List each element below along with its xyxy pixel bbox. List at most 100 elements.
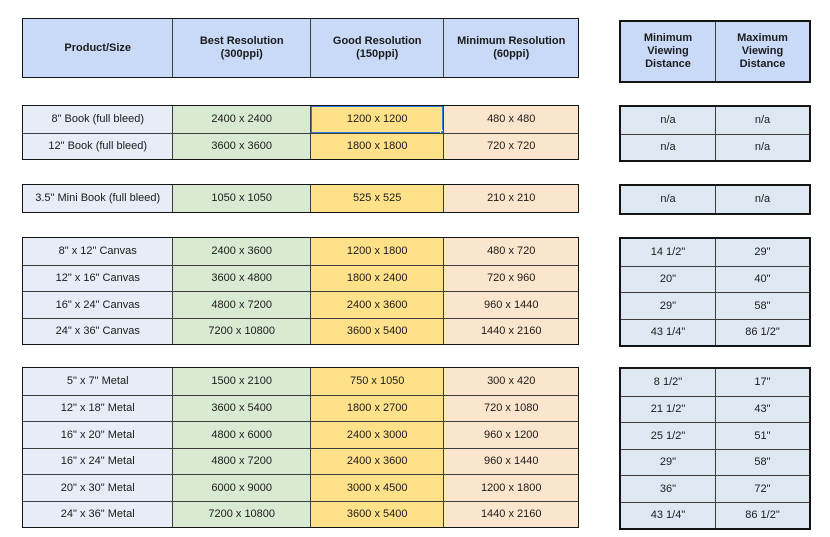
product-size-cell[interactable]: 12" x 18" Metal — [23, 395, 173, 421]
good-resolution-cell[interactable]: 1200 x 1200 — [309, 106, 444, 133]
good-resolution-cell[interactable]: 1800 x 2400 — [309, 265, 444, 291]
best-resolution-cell[interactable]: 3600 x 3600 — [172, 133, 310, 159]
header-cell-minimum-resolution[interactable]: Minimum Resolution (60ppi) — [443, 19, 578, 77]
product-size-cell[interactable]: 20" x 30" Metal — [23, 475, 173, 501]
maximum-viewing-distance-cell[interactable]: n/a — [714, 134, 809, 160]
product-size-cell[interactable]: 3.5" Mini Book (full bleed) — [23, 185, 173, 212]
minimum-viewing-distance-cell[interactable]: 43 1/4" — [621, 319, 715, 345]
minimum-resolution-cell[interactable]: 720 x 720 — [443, 133, 578, 159]
best-resolution-cell[interactable]: 3600 x 4800 — [172, 265, 310, 291]
resolution-table-header: Product/Size Best Resolution (300ppi) Go… — [22, 18, 579, 78]
maximum-viewing-distance-cell[interactable]: 58" — [714, 449, 809, 475]
maximum-viewing-distance-cell[interactable]: 58" — [714, 293, 809, 319]
minimum-viewing-distance-cell[interactable]: 36" — [621, 476, 715, 502]
best-resolution-cell[interactable]: 3600 x 5400 — [172, 395, 310, 421]
header-label: Maximum Viewing Distance — [737, 32, 788, 70]
good-resolution-cell[interactable]: 1200 x 1800 — [309, 238, 444, 265]
minimum-resolution-cell[interactable]: 720 x 1080 — [443, 395, 578, 421]
minimum-viewing-distance-cell[interactable]: 29" — [621, 449, 715, 475]
minimum-viewing-distance-cell[interactable]: 8 1/2" — [621, 369, 715, 396]
product-size-cell[interactable]: 16" x 24" Metal — [23, 448, 173, 474]
minimum-resolution-cell[interactable]: 1200 x 1800 — [443, 475, 578, 501]
maximum-viewing-distance-cell[interactable]: 51" — [714, 423, 809, 449]
viewing-distance-row: 14 1/2" 29" — [621, 239, 809, 266]
fill-handle[interactable] — [440, 129, 444, 133]
best-resolution-cell[interactable]: 4800 x 7200 — [172, 292, 310, 318]
viewing-distance-group-3: 8 1/2" 17" 21 1/2" 43" 25 1/2" 51" 29" 5… — [619, 367, 811, 530]
maximum-viewing-distance-cell[interactable]: n/a — [714, 186, 809, 213]
good-resolution-cell[interactable]: 3000 x 4500 — [309, 475, 444, 501]
table-row: 3.5" Mini Book (full bleed) 1050 x 1050 … — [23, 185, 578, 212]
viewing-distance-row: 43 1/4" 86 1/2" — [621, 501, 809, 528]
minimum-viewing-distance-cell[interactable]: n/a — [621, 107, 715, 134]
maximum-viewing-distance-cell[interactable]: 17" — [714, 369, 809, 396]
best-resolution-cell[interactable]: 2400 x 3600 — [172, 238, 310, 265]
good-resolution-cell[interactable]: 3600 x 5400 — [309, 501, 444, 527]
good-resolution-cell[interactable]: 1800 x 2700 — [309, 395, 444, 421]
good-resolution-cell[interactable]: 1800 x 1800 — [309, 133, 444, 159]
product-size-cell[interactable]: 12" x 16" Canvas — [23, 265, 173, 291]
minimum-viewing-distance-cell[interactable]: 21 1/2" — [621, 396, 715, 422]
viewing-distance-row: n/a n/a — [621, 107, 809, 134]
minimum-viewing-distance-cell[interactable]: n/a — [621, 186, 715, 213]
header-label: Minimum Viewing Distance — [643, 32, 693, 70]
minimum-resolution-cell[interactable]: 1440 x 2160 — [443, 501, 578, 527]
best-resolution-cell[interactable]: 7200 x 10800 — [172, 318, 310, 344]
maximum-viewing-distance-cell[interactable]: 86 1/2" — [714, 502, 809, 528]
minimum-viewing-distance-cell[interactable]: 14 1/2" — [621, 239, 715, 266]
best-resolution-cell[interactable]: 2400 x 2400 — [172, 106, 310, 133]
header-label: Best Resolution — [199, 35, 284, 47]
header-label: Product/Size — [64, 41, 132, 54]
good-resolution-cell[interactable]: 525 x 525 — [309, 185, 444, 212]
maximum-viewing-distance-cell[interactable]: 29" — [714, 239, 809, 266]
best-resolution-cell[interactable]: 7200 x 10800 — [172, 501, 310, 527]
product-size-cell[interactable]: 24" x 36" Metal — [23, 501, 173, 527]
minimum-viewing-distance-cell[interactable]: 25 1/2" — [621, 423, 715, 449]
maximum-viewing-distance-cell[interactable]: n/a — [714, 107, 809, 134]
minimum-resolution-cell[interactable]: 300 x 420 — [443, 368, 578, 395]
best-resolution-cell[interactable]: 1500 x 2100 — [172, 368, 310, 395]
header-cell-best-resolution[interactable]: Best Resolution (300ppi) — [172, 19, 310, 77]
product-size-cell[interactable]: 24" x 36" Canvas — [23, 318, 173, 344]
product-size-cell[interactable]: 16" x 20" Metal — [23, 422, 173, 448]
product-size-cell[interactable]: 16" x 24" Canvas — [23, 292, 173, 318]
minimum-viewing-distance-cell[interactable]: 43 1/4" — [621, 502, 715, 528]
header-cell-maximum-viewing-distance[interactable]: Maximum Viewing Distance — [714, 22, 809, 81]
maximum-viewing-distance-cell[interactable]: 86 1/2" — [714, 319, 809, 345]
best-resolution-cell[interactable]: 4800 x 7200 — [172, 448, 310, 474]
maximum-viewing-distance-cell[interactable]: 72" — [714, 476, 809, 502]
product-size-cell[interactable]: 12" Book (full bleed) — [23, 133, 173, 159]
header-cell-minimum-viewing-distance[interactable]: Minimum Viewing Distance — [621, 22, 715, 81]
minimum-resolution-cell[interactable]: 960 x 1200 — [443, 422, 578, 448]
header-sublabel: (300ppi) — [220, 48, 263, 60]
minimum-resolution-cell[interactable]: 210 x 210 — [443, 185, 578, 212]
viewing-distance-row: 21 1/2" 43" — [621, 395, 809, 422]
minimum-resolution-cell[interactable]: 480 x 720 — [443, 238, 578, 265]
best-resolution-cell[interactable]: 4800 x 6000 — [172, 422, 310, 448]
good-resolution-cell[interactable]: 2400 x 3600 — [309, 448, 444, 474]
minimum-viewing-distance-cell[interactable]: n/a — [621, 134, 715, 160]
header-sublabel: (60ppi) — [493, 48, 530, 60]
minimum-viewing-distance-cell[interactable]: 20" — [621, 266, 715, 292]
minimum-resolution-cell[interactable]: 960 x 1440 — [443, 292, 578, 318]
minimum-viewing-distance-cell[interactable]: 29" — [621, 293, 715, 319]
product-size-cell[interactable]: 5" x 7" Metal — [23, 368, 173, 395]
table-row: 8" Book (full bleed) 2400 x 2400 1200 x … — [23, 106, 578, 133]
header-cell-good-resolution[interactable]: Good Resolution (150ppi) — [309, 19, 444, 77]
minimum-resolution-cell[interactable]: 480 x 480 — [443, 106, 578, 133]
best-resolution-cell[interactable]: 1050 x 1050 — [172, 185, 310, 212]
maximum-viewing-distance-cell[interactable]: 43" — [714, 396, 809, 422]
header-sublabel: (150ppi) — [356, 48, 399, 60]
good-resolution-cell[interactable]: 750 x 1050 — [309, 368, 444, 395]
minimum-resolution-cell[interactable]: 960 x 1440 — [443, 448, 578, 474]
header-cell-product-size[interactable]: Product/Size — [23, 19, 173, 77]
minimum-resolution-cell[interactable]: 1440 x 2160 — [443, 318, 578, 344]
maximum-viewing-distance-cell[interactable]: 40" — [714, 266, 809, 292]
good-resolution-cell[interactable]: 3600 x 5400 — [309, 318, 444, 344]
good-resolution-cell[interactable]: 2400 x 3600 — [309, 292, 444, 318]
product-size-cell[interactable]: 8" x 12" Canvas — [23, 238, 173, 265]
product-size-cell[interactable]: 8" Book (full bleed) — [23, 106, 173, 133]
good-resolution-cell[interactable]: 2400 x 3000 — [309, 422, 444, 448]
minimum-resolution-cell[interactable]: 720 x 960 — [443, 265, 578, 291]
best-resolution-cell[interactable]: 6000 x 9000 — [172, 475, 310, 501]
